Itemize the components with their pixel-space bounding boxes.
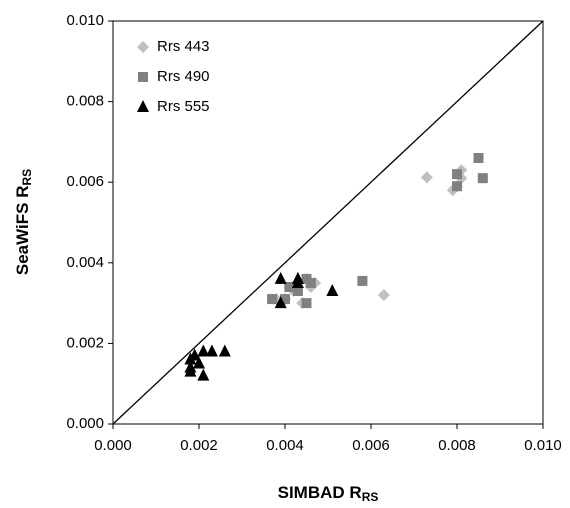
triangle-marker <box>205 344 218 357</box>
square-marker <box>473 153 484 164</box>
y-tick-label: 0.004 <box>66 254 104 271</box>
diamond-marker <box>420 171 433 184</box>
plot-frame <box>112 20 544 425</box>
one-to-one-line <box>112 20 544 425</box>
x-tick-label: 0.004 <box>266 437 304 454</box>
y-tick-label: 0.002 <box>66 334 104 351</box>
legend-label: Rrs 490 <box>157 68 210 85</box>
legend-marker <box>137 100 149 112</box>
legend-marker <box>137 41 149 53</box>
square-marker <box>284 281 295 292</box>
triangle-marker <box>188 348 201 361</box>
triangle-marker <box>197 344 210 357</box>
triangle-marker <box>197 368 210 381</box>
legend-label: Rrs 555 <box>157 98 210 115</box>
triangle-marker <box>326 284 339 297</box>
x-tick-label: 0.008 <box>438 437 476 454</box>
square-marker <box>301 298 312 309</box>
square-marker <box>305 277 316 288</box>
square-marker <box>357 275 368 286</box>
square-marker <box>267 294 278 305</box>
square-marker <box>477 173 488 184</box>
x-tick-label: 0.010 <box>524 437 562 454</box>
x-tick-label: 0.000 <box>94 437 132 454</box>
y-tick-label: 0.010 <box>66 12 104 29</box>
triangle-marker <box>184 364 197 377</box>
square-marker <box>292 286 303 297</box>
triangle-marker <box>291 275 304 288</box>
y-tick-label: 0.006 <box>66 173 104 190</box>
y-axis-label: SeaWiFS RRS <box>13 169 34 275</box>
square-marker <box>452 169 462 180</box>
triangle-marker <box>218 344 231 357</box>
triangle-marker <box>274 271 287 284</box>
square-marker <box>452 181 462 192</box>
x-tick-label: 0.002 <box>180 437 218 454</box>
legend-label: Rrs 443 <box>157 38 210 55</box>
x-axis-label: SIMBAD RRS <box>278 483 379 504</box>
triangle-marker <box>274 296 287 309</box>
y-tick-label: 0.008 <box>66 93 104 110</box>
legend-marker <box>138 72 148 82</box>
square-marker <box>280 294 290 305</box>
triangle-marker <box>193 356 205 369</box>
y-tick-label: 0.000 <box>66 415 104 432</box>
x-tick-label: 0.006 <box>352 437 390 454</box>
diamond-marker <box>377 289 390 302</box>
